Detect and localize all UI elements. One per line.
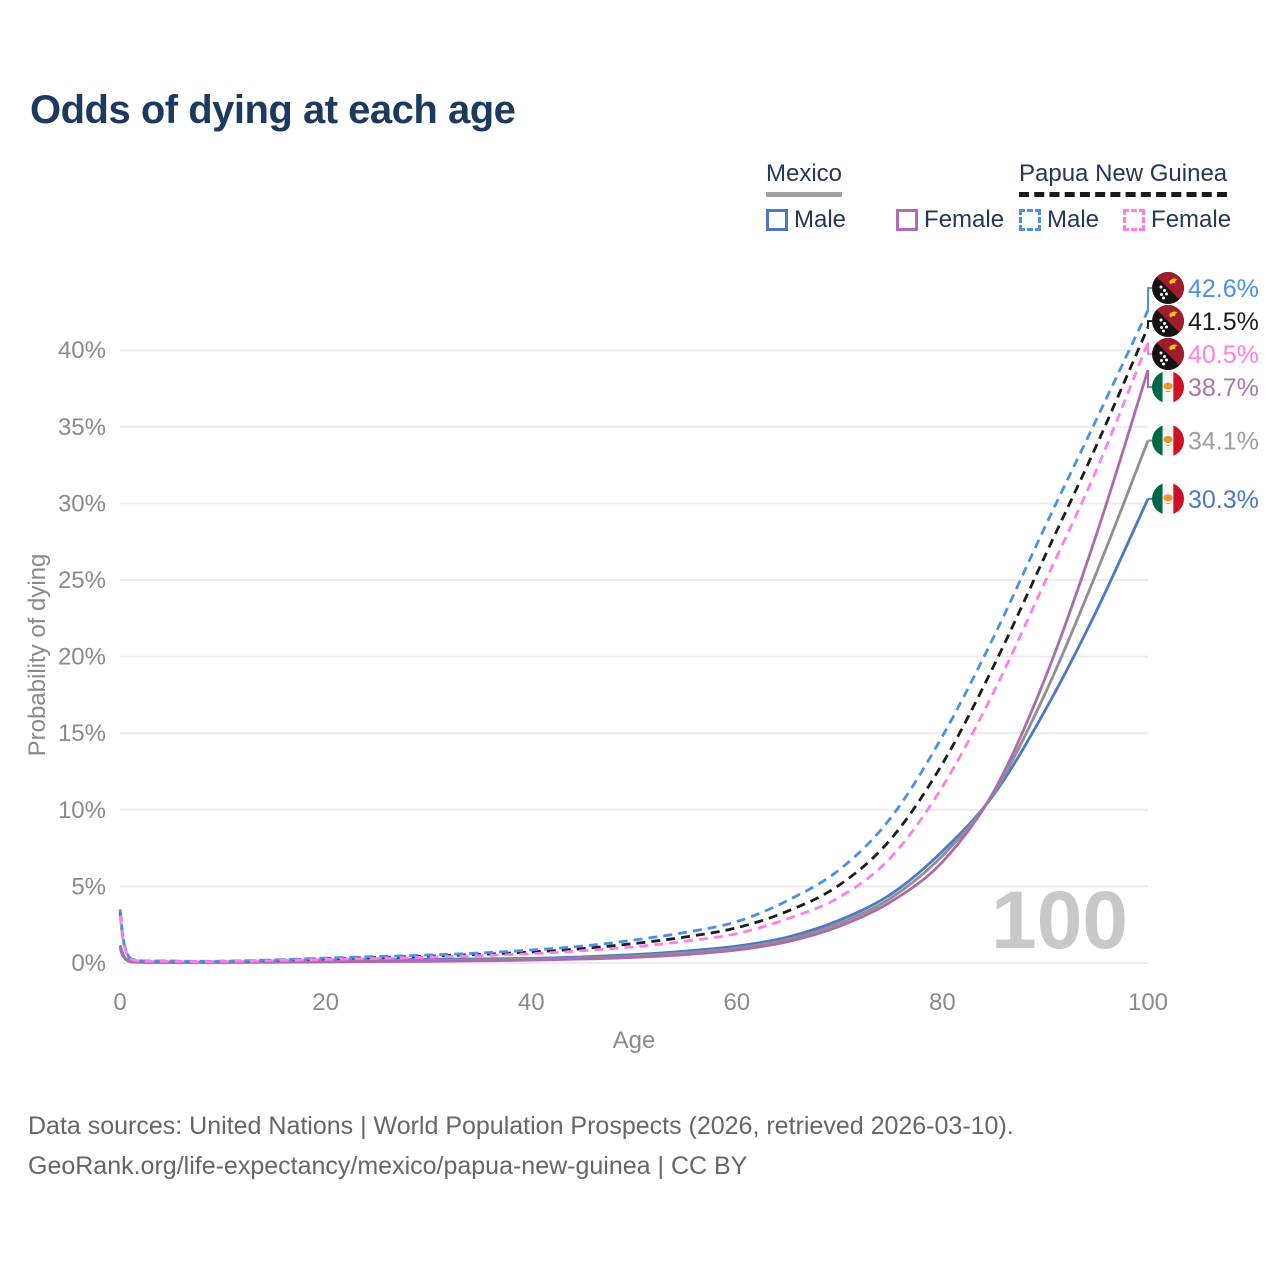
legend-item-label: Male — [794, 206, 847, 233]
legend-items-papua-new-guinea: Male Female — [1019, 206, 1231, 234]
page-title: Odds of dying at each age — [30, 88, 516, 132]
label-connector — [1147, 370, 1152, 389]
label-connector — [1147, 287, 1152, 311]
legend-item-mexico-female[interactable]: Female — [896, 206, 1004, 234]
series-line-png-male[interactable] — [118, 309, 1150, 963]
y-tick-label: 5% — [71, 873, 106, 900]
y-tick-label: 15% — [58, 720, 106, 747]
flag-mexico-icon — [1152, 424, 1184, 457]
legend-country-mexico[interactable]: Mexico — [766, 160, 843, 197]
y-tick-label: 30% — [58, 490, 106, 517]
png-male-swatch-icon — [1019, 209, 1041, 231]
y-tick-label: 0% — [71, 950, 106, 977]
x-tick-label: 0 — [113, 989, 126, 1016]
y-tick-label: 40% — [58, 337, 106, 364]
mexico-male-swatch-icon — [766, 209, 788, 231]
end-value-label-png-both: 41.5% — [1188, 308, 1259, 336]
y-tick-label: 25% — [58, 567, 106, 594]
x-tick-label: 80 — [929, 989, 956, 1016]
flag-mexico-icon — [1152, 482, 1184, 515]
legend-country-papua-new-guinea[interactable]: Papua New Guinea — [1019, 160, 1228, 197]
flag-mexico-icon — [1152, 371, 1184, 404]
y-axis-title: Probability of dying — [24, 554, 51, 757]
legend-group-mexico: Mexico Male Female — [766, 160, 1004, 234]
legend-item-png-male[interactable]: Male — [1019, 206, 1099, 234]
legend-item-png-female[interactable]: Female — [1123, 206, 1231, 234]
legend-item-mexico-male[interactable]: Male — [766, 206, 846, 234]
x-tick-label: 60 — [723, 989, 750, 1016]
end-value-label-png-female: 40.5% — [1188, 341, 1259, 369]
end-value-label-mexico-both: 34.1% — [1188, 428, 1259, 456]
x-axis-title: Age — [613, 1027, 656, 1054]
end-value-label-mexico-female: 38.7% — [1188, 374, 1259, 402]
png-female-swatch-icon — [1123, 209, 1146, 231]
legend-item-label: Female — [924, 206, 1005, 233]
flag-png-icon — [1152, 305, 1184, 338]
attribution-text: GeoRank.org/life-expectancy/mexico/papua… — [28, 1152, 748, 1180]
flag-png-icon — [1152, 272, 1184, 305]
x-tick-label: 20 — [312, 989, 339, 1016]
legend: Mexico Male Female Papua New Guinea Male — [0, 160, 1280, 240]
y-tick-label: 35% — [58, 414, 106, 441]
series-line-png-both[interactable] — [118, 326, 1150, 963]
flag-png-icon — [1152, 338, 1184, 371]
series-line-mexico-female[interactable] — [118, 369, 1150, 964]
x-tick-label: 40 — [518, 989, 545, 1016]
end-value-label-png-male: 42.6% — [1188, 275, 1259, 303]
age-counter-watermark: 100 — [991, 875, 1128, 966]
label-connector — [1147, 320, 1152, 328]
legend-item-label: Male — [1047, 206, 1100, 233]
y-tick-label: 20% — [58, 644, 106, 671]
x-tick-label: 100 — [1128, 989, 1168, 1016]
label-connector — [1147, 342, 1152, 356]
mexico-female-swatch-icon — [896, 209, 919, 231]
legend-group-papua-new-guinea: Papua New Guinea Male Female — [1019, 160, 1231, 234]
legend-items-mexico: Male Female — [766, 206, 1004, 234]
footer: Data sources: United Nations | World Pop… — [28, 1106, 1014, 1186]
y-tick-label: 10% — [58, 797, 106, 824]
series-line-png-female[interactable] — [118, 341, 1150, 963]
end-value-label-mexico-male: 30.3% — [1188, 486, 1259, 514]
data-sources-text: Data sources: United Nations | World Pop… — [28, 1112, 1014, 1140]
legend-item-label: Female — [1151, 206, 1232, 233]
